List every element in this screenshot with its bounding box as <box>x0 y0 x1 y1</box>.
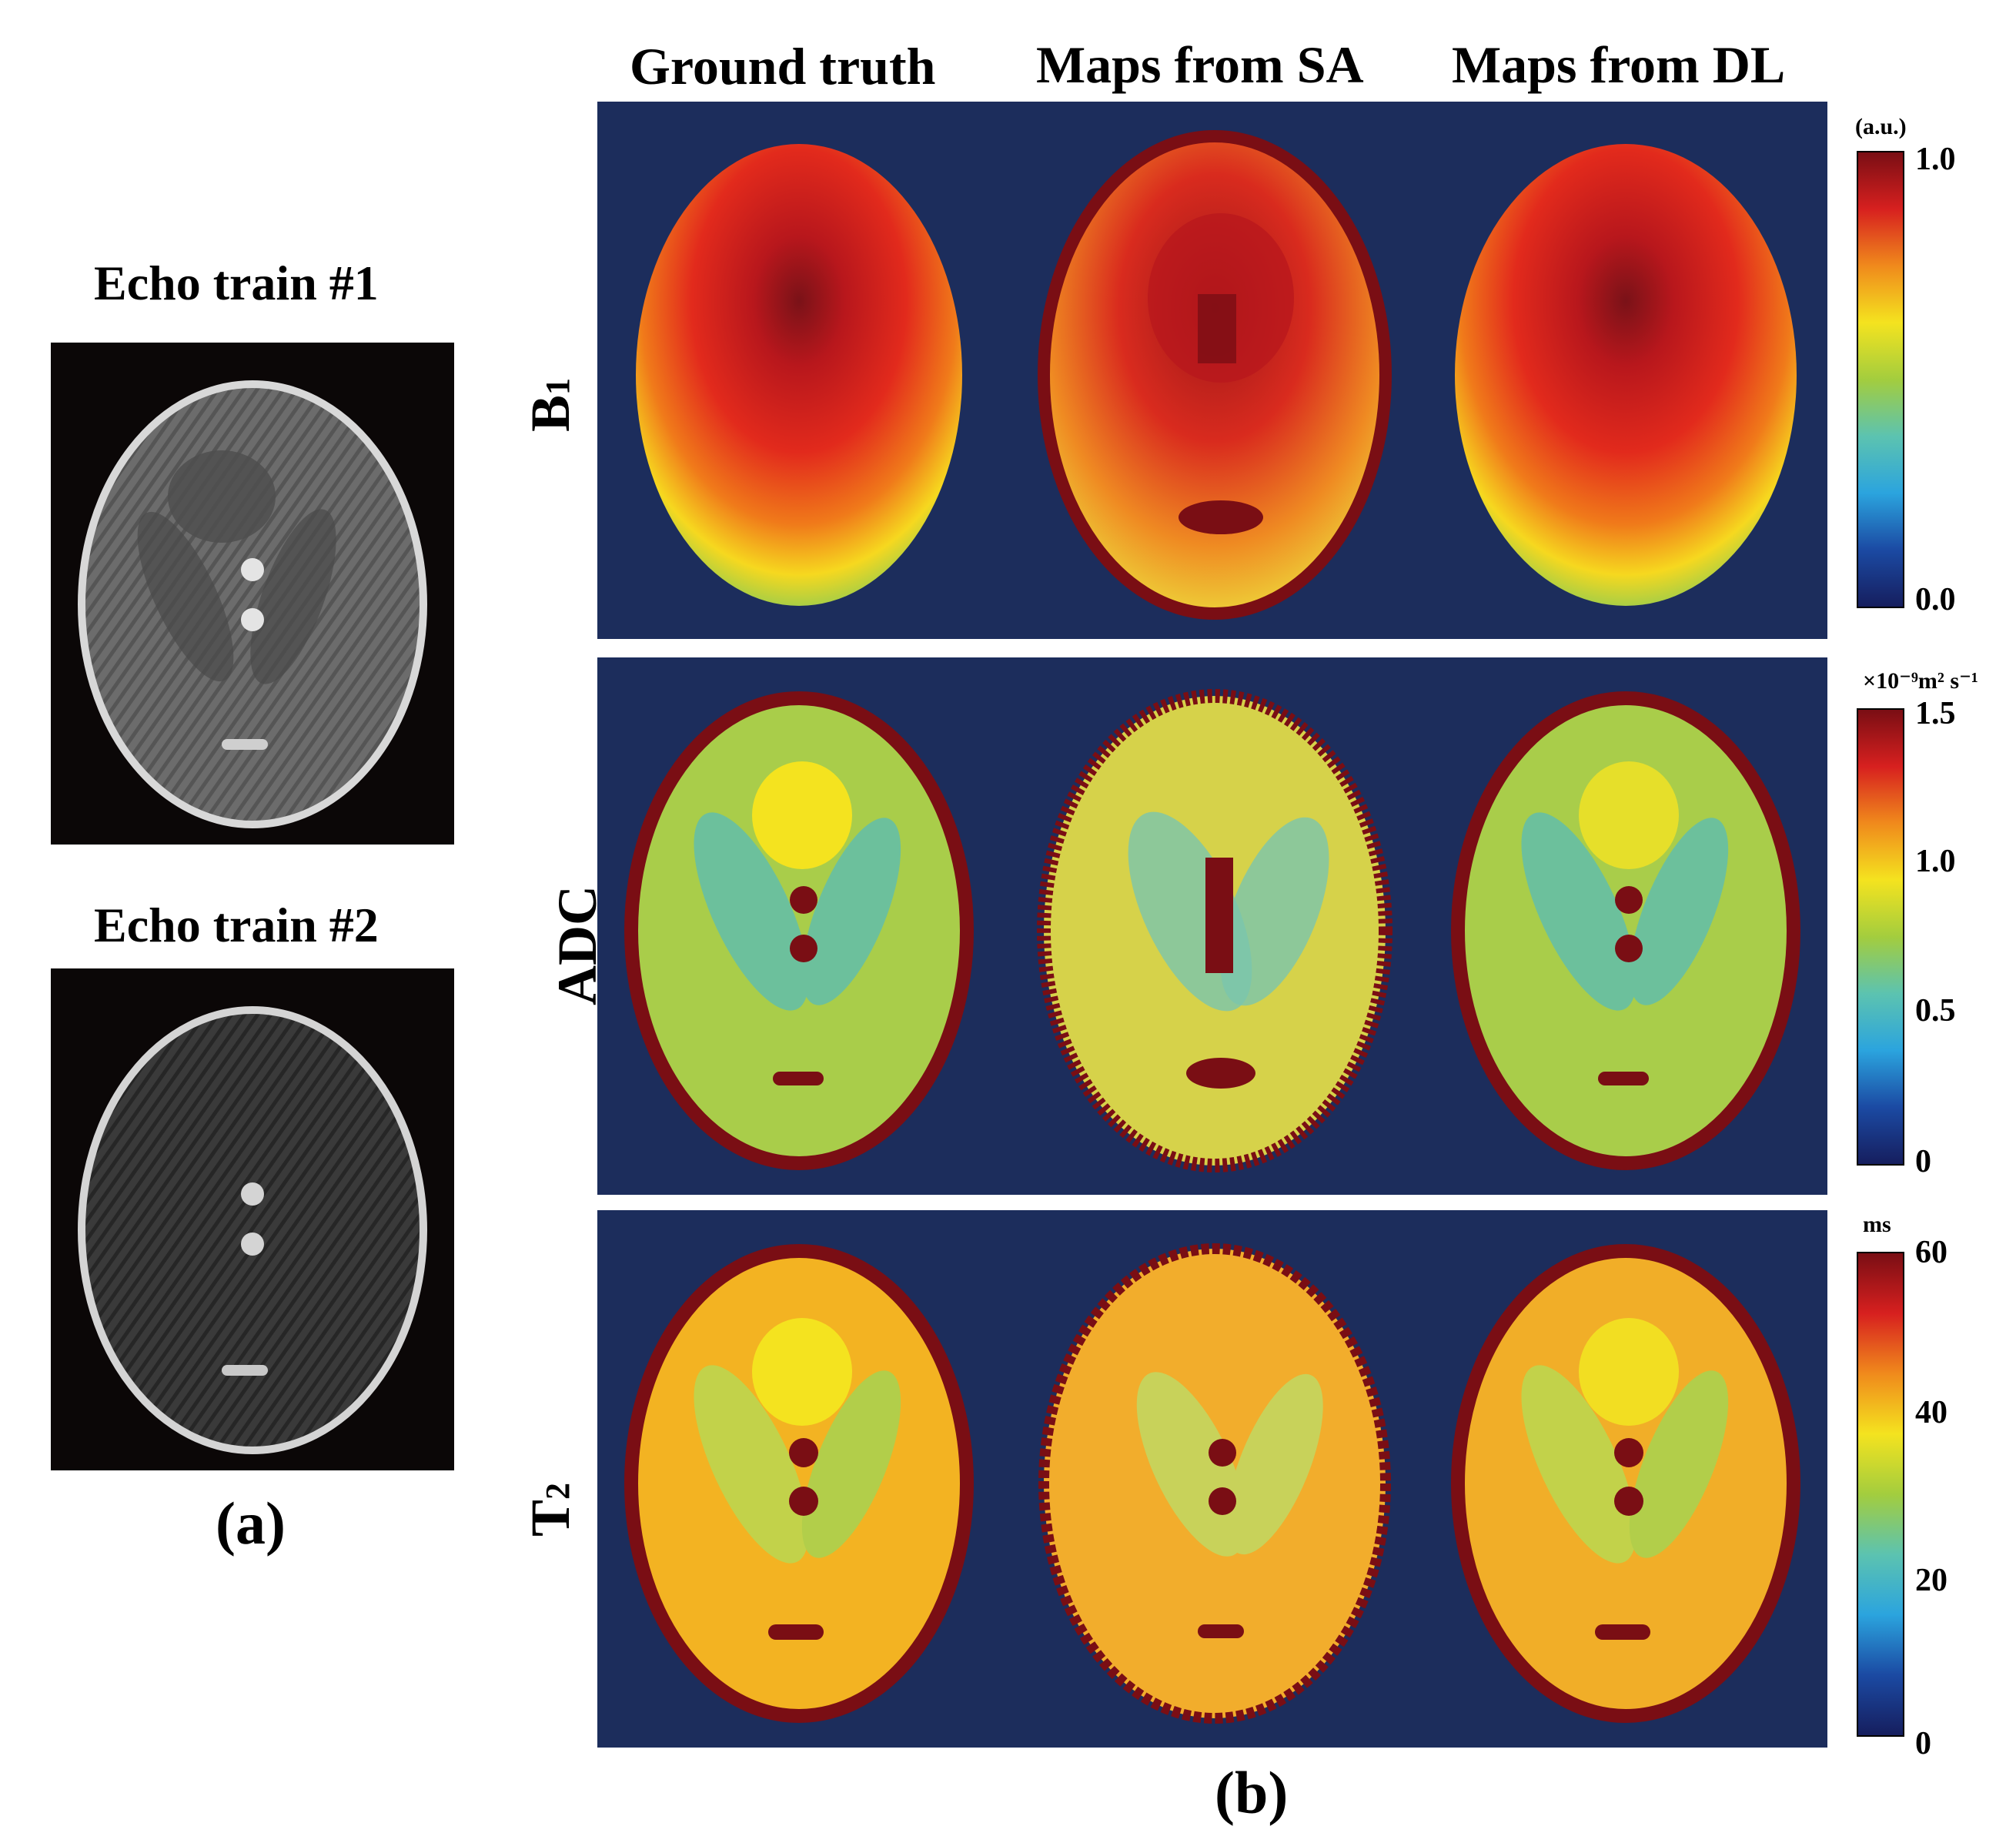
adc-tick-0-5: 0.5 <box>1915 993 1956 1029</box>
row-label-t2: T2 <box>520 1482 582 1537</box>
adc-colorbar-unit: ×10⁻⁹m² s⁻¹ <box>1863 668 1978 694</box>
b1-colorbar <box>1857 151 1904 608</box>
t2-tick-20: 20 <box>1915 1563 1947 1598</box>
panel-a-label: (a) <box>216 1490 286 1557</box>
panel-b-label: (b) <box>1215 1759 1289 1826</box>
column-header-ground-truth: Ground truth <box>630 37 936 95</box>
b1-tick-min: 0.0 <box>1915 582 1956 617</box>
adc-map-panel <box>597 657 1827 1195</box>
column-header-maps-from-dl: Maps from DL <box>1452 35 1786 94</box>
adc-colorbar <box>1857 708 1904 1166</box>
b1-colorbar-unit: (a.u.) <box>1855 114 1907 139</box>
t2-tick-0: 0 <box>1915 1726 1931 1761</box>
t2-colorbar-unit: ms <box>1863 1212 1891 1237</box>
b1-map-panel <box>597 102 1827 639</box>
echo-train-1-title: Echo train #1 <box>94 256 379 310</box>
echo-train-2-title: Echo train #2 <box>94 898 379 952</box>
row-label-b1: B1 <box>520 377 582 433</box>
t2-tick-60: 60 <box>1915 1235 1947 1270</box>
adc-tick-1-5: 1.5 <box>1915 696 1956 731</box>
t2-map-panel <box>597 1210 1827 1748</box>
echo-train-1-image <box>51 343 454 845</box>
t2-tick-40: 40 <box>1915 1395 1947 1430</box>
adc-tick-1-0: 1.0 <box>1915 844 1956 879</box>
t2-colorbar <box>1857 1252 1904 1737</box>
column-header-maps-from-sa: Maps from SA <box>1036 35 1364 94</box>
b1-tick-max: 1.0 <box>1915 142 1956 177</box>
adc-tick-0: 0 <box>1915 1144 1931 1179</box>
echo-train-2-image <box>51 968 454 1470</box>
